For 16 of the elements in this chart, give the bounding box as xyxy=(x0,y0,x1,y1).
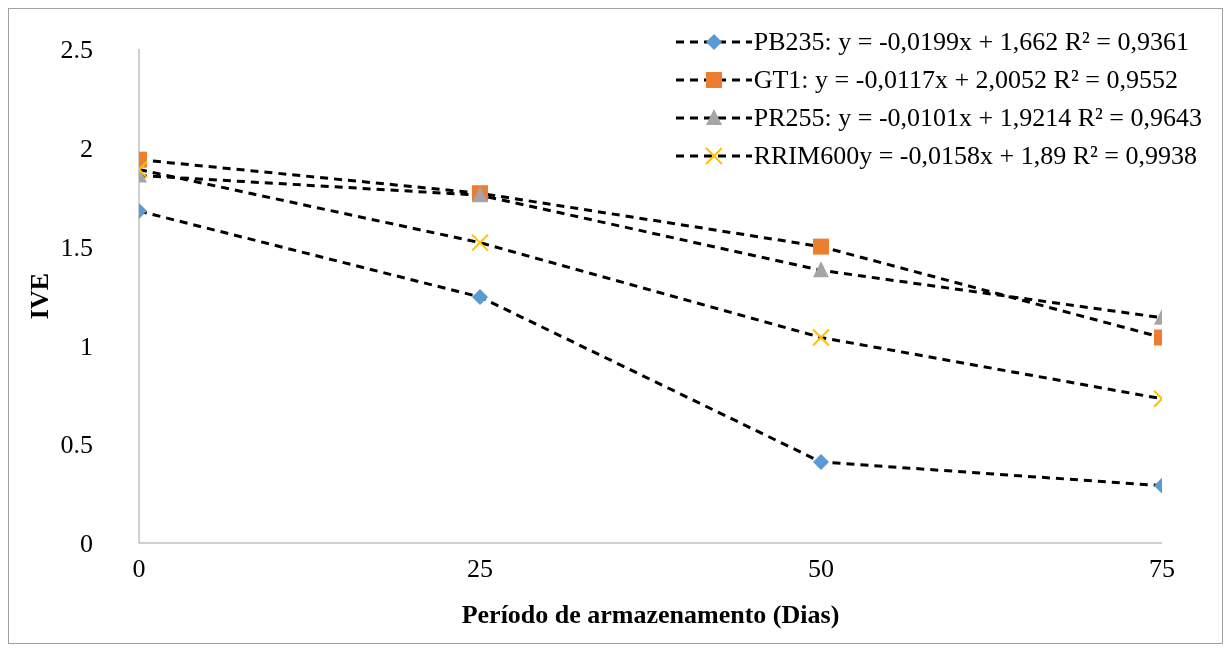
legend-label: RRIM600y = -0,0158x + 1,89 R² = 0,9938 xyxy=(753,141,1197,171)
y-tick-label: 2 xyxy=(80,134,93,164)
legend-label: PB235: y = -0,0199x + 1,662 R² = 0,9361 xyxy=(753,27,1189,57)
legend-label: GT1: y = -0,0117x + 2,0052 R² = 0,9552 xyxy=(753,65,1178,95)
x-tick-label: 50 xyxy=(808,554,834,584)
x-tick-label: 75 xyxy=(1149,554,1175,584)
y-tick-label: 1.5 xyxy=(60,232,93,262)
y-tick-label: 1 xyxy=(80,331,93,361)
y-tick-label: 0.5 xyxy=(60,430,93,460)
x-tick-label: 25 xyxy=(467,554,493,584)
y-tick-label: 2.5 xyxy=(60,35,93,65)
x-axis-title: Período de armazenamento (Dias) xyxy=(461,600,840,629)
y-tick-label: 0 xyxy=(80,529,93,559)
legend-label: PR255: y = -0,0101x + 1,9214 R² = 0,9643 xyxy=(753,103,1202,133)
x-tick-label: 0 xyxy=(132,554,146,584)
y-axis-title: IVE xyxy=(25,272,55,320)
